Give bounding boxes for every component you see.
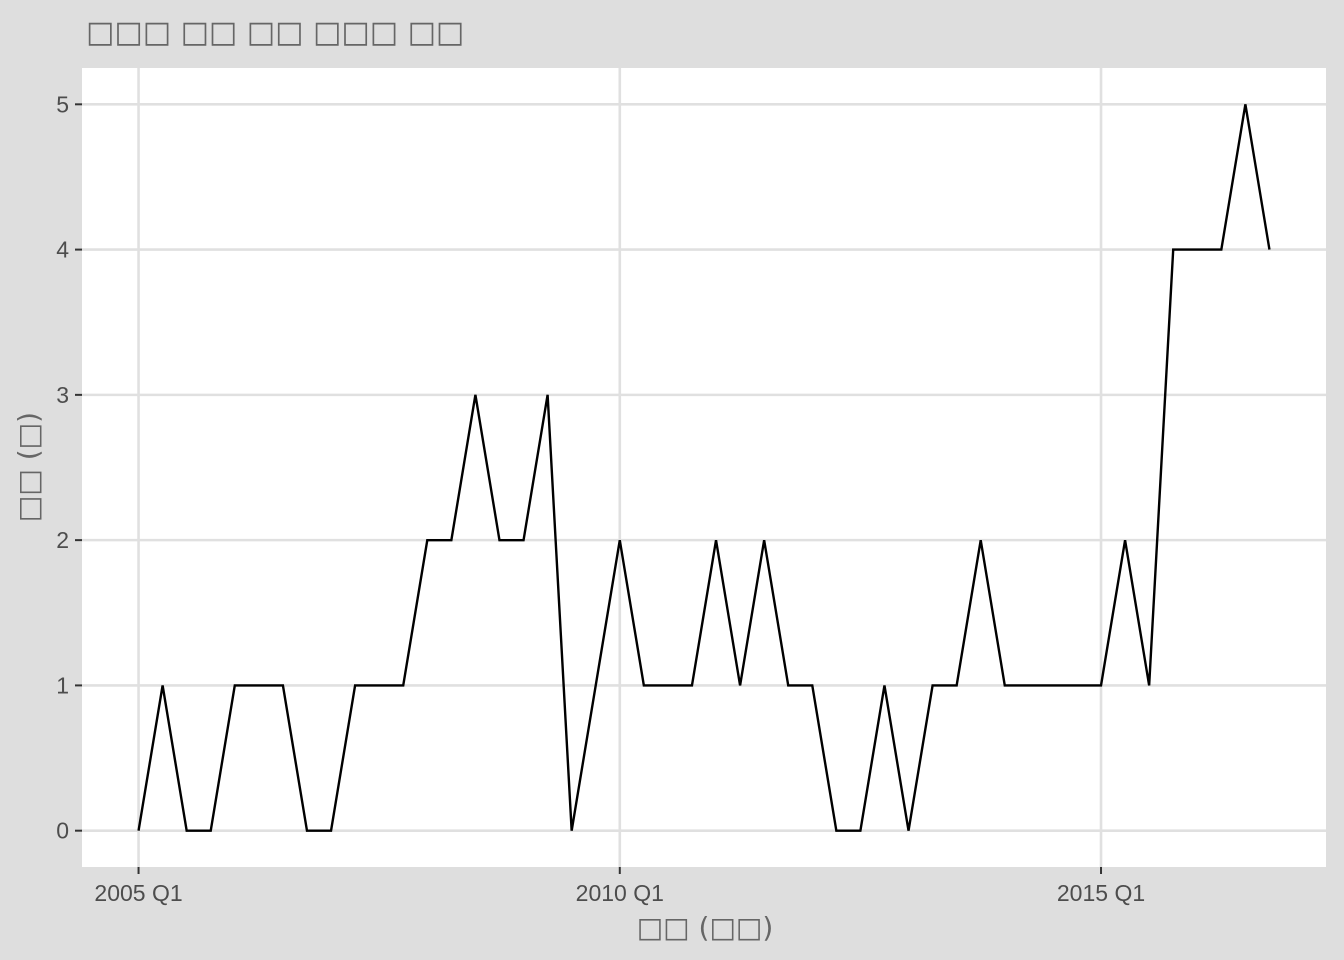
chart-title: □□□ □□ □□ □□□ □□ [86,15,464,50]
y-tick-label: 3 [56,382,69,408]
grid [82,68,1326,867]
y-tick-label: 4 [56,237,69,263]
y-tick-label: 2 [56,527,69,553]
x-tick-label: 2005 Q1 [94,880,182,906]
y-axis: 0 1 2 3 4 5 [56,91,82,844]
series-layer [137,104,1271,832]
y-tick-label: 0 [56,818,69,844]
series-line [137,104,1271,832]
y-tick-label: 1 [56,672,69,698]
x-tick-label: 2015 Q1 [1057,880,1145,906]
plot-panel [82,68,1326,867]
x-tick-label: 2010 Q1 [576,880,664,906]
x-axis: 2005 Q1 2010 Q1 2015 Q1 [94,867,1145,906]
y-axis-title: □□ (□) [12,412,45,522]
y-tick-label: 5 [56,91,69,117]
x-axis-title: □□ (□□) [637,911,774,944]
